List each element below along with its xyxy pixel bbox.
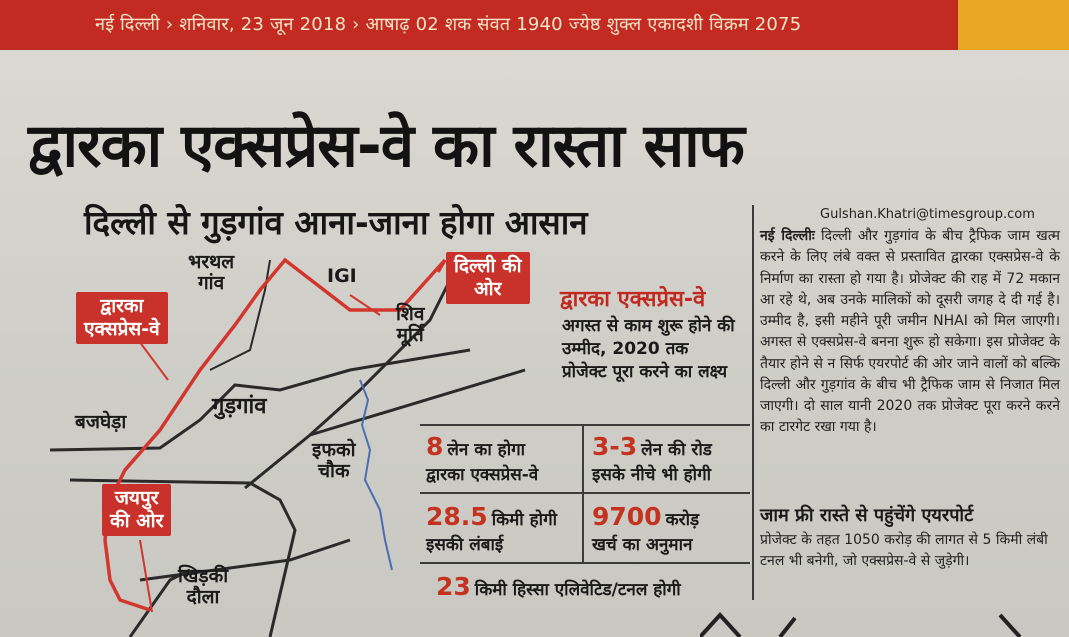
facts-lead: अगस्त से काम शुरू होने की उम्मीद, 2020 त… [562,316,735,382]
map-label-shiv-murti: शिव मूर्ति [396,303,425,346]
fact-cost: 9700 करोड़ खर्च का अनुमान [592,502,700,555]
map-label-khirki-daula: खिड़की दौला [178,565,229,608]
facts-divider-v [582,426,584,562]
fact-length: 28.5 किमी होगी इसकी लंबाई [426,502,558,555]
fact-lanes-number: 8 [426,432,444,461]
fact-elevated-number: 23 [436,572,471,601]
route-map: भरथल गांव IGI शिव मूर्ति गुड़गांव बजघेड़… [50,240,570,637]
facts-divider-1 [420,424,750,426]
fact-lanes: 8 लेन का होगा द्वारका एक्सप्रेस-वे [426,432,539,485]
map-tag-dwarka-expressway: द्वारका एक्सप्रेस-वे [76,292,168,344]
byline: Gulshan.Khatri@timesgroup.com [820,207,1035,222]
fact-elevated: 23 किमी हिस्सा एलिवेटिड/टनल होगी [436,572,681,601]
header-accent-strip [958,0,1069,50]
map-tag-jaipur-side: जयपुर की ओर [102,484,172,536]
headline: द्वारका एक्सप्रेस-वे का रास्ता साफ [28,111,745,181]
header-band [0,0,1069,50]
map-label-bajghera: बजघेड़ा [75,411,127,433]
map-tag-delhi-side: दिल्ली की ओर [446,252,530,304]
map-label-iffco-chowk: इफको चौक [312,439,356,482]
fact-under-roads: 3-3 लेन की रोड इसके नीचे भी होगी [592,432,712,485]
fact-under-roads-number: 3-3 [592,432,638,461]
map-label-gurgaon: गुड़गांव [212,394,267,419]
map-label-bharthal: भरथल गांव [188,251,235,294]
facts-divider-2 [420,492,750,494]
article-text: दिल्ली और गुड़गांव के बीच ट्रैफिक जाम खत… [760,228,1060,436]
article-dateline: नई दिल्लीः [760,228,815,244]
facts-title: द्वारका एक्सप्रेस-वे [560,287,706,312]
fact-length-number: 28.5 [426,502,488,531]
header-dateline: नई दिल्ली › शनिवार, 23 जून 2018 › आषाढ़ … [95,14,802,35]
map-label-igi: IGI [327,265,357,287]
subheadline: दिल्ली से गुड़गांव आना-जाना होगा आसान [84,203,588,242]
facts-divider-3 [420,562,750,564]
article-body: नई दिल्लीः दिल्ली और गुड़गांव के बीच ट्र… [760,226,1060,439]
article-body-2: प्रोजेक्ट के तहत 1050 करोड़ की लागत से 5… [760,532,1048,569]
next-page-text-fragment [700,612,1022,637]
column-divider [752,205,754,600]
article-subhead: जाम फ्री रास्ते से पहुंचेंगे एयरपोर्ट [760,505,974,526]
fact-cost-number: 9700 [592,502,662,531]
